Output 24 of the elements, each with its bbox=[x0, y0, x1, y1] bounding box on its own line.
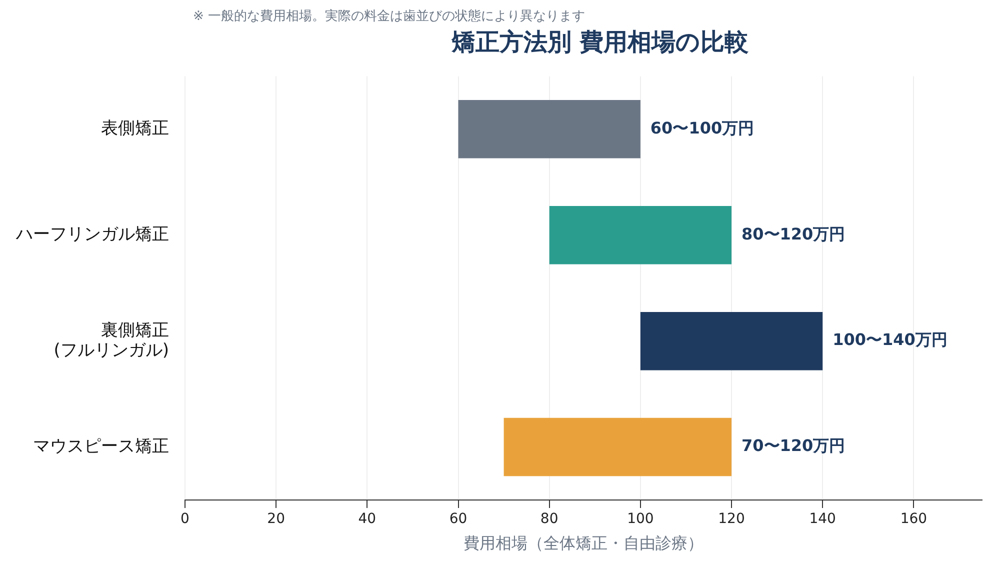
annotation: 60〜100万円 bbox=[650, 118, 754, 138]
bar bbox=[640, 312, 823, 370]
y-tick-label: ハーフリンガル矯正 bbox=[15, 224, 169, 245]
annotation: 70〜120万円 bbox=[742, 436, 846, 456]
bar bbox=[549, 206, 732, 264]
annotation: 100〜140万円 bbox=[832, 330, 948, 350]
x-tick-label: 0 bbox=[180, 511, 190, 528]
x-tick-label: 40 bbox=[358, 511, 376, 528]
x-tick-label: 80 bbox=[540, 511, 558, 528]
x-tick-label: 20 bbox=[267, 511, 285, 528]
annotation: 80〜120万円 bbox=[742, 224, 846, 244]
bar bbox=[458, 100, 640, 158]
x-tick-label: 140 bbox=[809, 511, 836, 528]
y-tick-label: マウスピース矯正 bbox=[33, 436, 169, 456]
x-tick-label: 60 bbox=[449, 511, 468, 528]
x-tick-label: 100 bbox=[627, 511, 654, 528]
x-tick-label: 120 bbox=[718, 511, 745, 528]
chart-title: 矯正方法別 費用相場の比較 bbox=[450, 27, 750, 58]
x-axis-title: 費用相場（全体矯正・自由診療） bbox=[464, 534, 704, 553]
bar bbox=[504, 418, 732, 476]
x-tick-label: 160 bbox=[900, 511, 928, 528]
y-tick-label: 表側矯正 bbox=[101, 118, 169, 139]
y-tick-label: 裏側矯正 (フルリンガル) bbox=[54, 320, 169, 361]
text: ※ 一般的な費用相場。実際の料金は歯並びの状態により異なります bbox=[193, 8, 586, 26]
